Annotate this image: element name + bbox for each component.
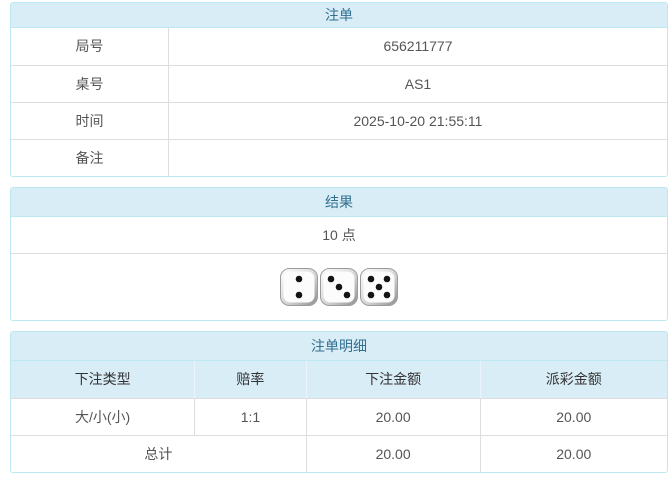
bet-panel: 注单 局号 656211777 桌号 AS1 时间 2025-10-20 21:… xyxy=(10,2,668,177)
table-row: 备注 xyxy=(11,138,667,176)
dice-row xyxy=(11,254,667,320)
round-number-label: 局号 xyxy=(11,28,169,65)
detail-panel: 注单明细 下注类型 赔率 下注金额 派彩金额 大/小(小) 1:1 20.00 … xyxy=(10,331,668,473)
column-header-payout: 派彩金额 xyxy=(479,361,667,399)
table-number-label: 桌号 xyxy=(11,64,169,102)
table-number-value: AS1 xyxy=(168,64,667,102)
detail-header-row: 下注类型 赔率 下注金额 派彩金额 xyxy=(11,361,667,399)
die-icon xyxy=(320,268,358,306)
time-label: 时间 xyxy=(11,101,169,139)
result-points: 10 点 xyxy=(11,217,667,254)
table-row: 时间 2025-10-20 21:55:11 xyxy=(11,101,667,139)
column-header-bet-amount: 下注金额 xyxy=(305,361,481,399)
bet-amount-cell: 20.00 xyxy=(305,398,481,435)
total-label: 总计 xyxy=(11,434,307,472)
payout-cell: 20.00 xyxy=(479,398,667,435)
total-row: 总计 20.00 20.00 xyxy=(11,434,667,472)
total-payout: 20.00 xyxy=(479,434,667,472)
column-header-odds: 赔率 xyxy=(194,361,307,399)
column-header-bet-type: 下注类型 xyxy=(11,361,195,399)
bet-info-table: 局号 656211777 桌号 AS1 时间 2025-10-20 21:55:… xyxy=(11,28,667,176)
die-icon xyxy=(280,268,318,306)
table-row: 局号 656211777 xyxy=(11,28,667,65)
bet-type-cell: 大/小(小) xyxy=(74,408,131,425)
result-panel: 结果 10 点 xyxy=(10,187,668,321)
result-panel-title: 结果 xyxy=(11,188,667,217)
round-number-value: 656211777 xyxy=(383,38,453,55)
remark-label: 备注 xyxy=(11,138,169,176)
remark-value xyxy=(168,138,667,176)
bet-panel-title: 注单 xyxy=(11,3,667,28)
detail-table: 下注类型 赔率 下注金额 派彩金额 大/小(小) 1:1 20.00 20.00… xyxy=(11,361,667,472)
detail-data-row: 大/小(小) 1:1 20.00 20.00 xyxy=(11,398,667,435)
time-value: 2025-10-20 21:55:11 xyxy=(168,101,667,139)
detail-panel-title: 注单明细 xyxy=(11,332,667,361)
odds-cell: 1:1 xyxy=(194,398,307,435)
total-bet-amount: 20.00 xyxy=(305,434,481,472)
table-row: 桌号 AS1 xyxy=(11,64,667,102)
bet-record-page: 注单 局号 656211777 桌号 AS1 时间 2025-10-20 21:… xyxy=(10,2,668,473)
die-icon xyxy=(360,268,398,306)
